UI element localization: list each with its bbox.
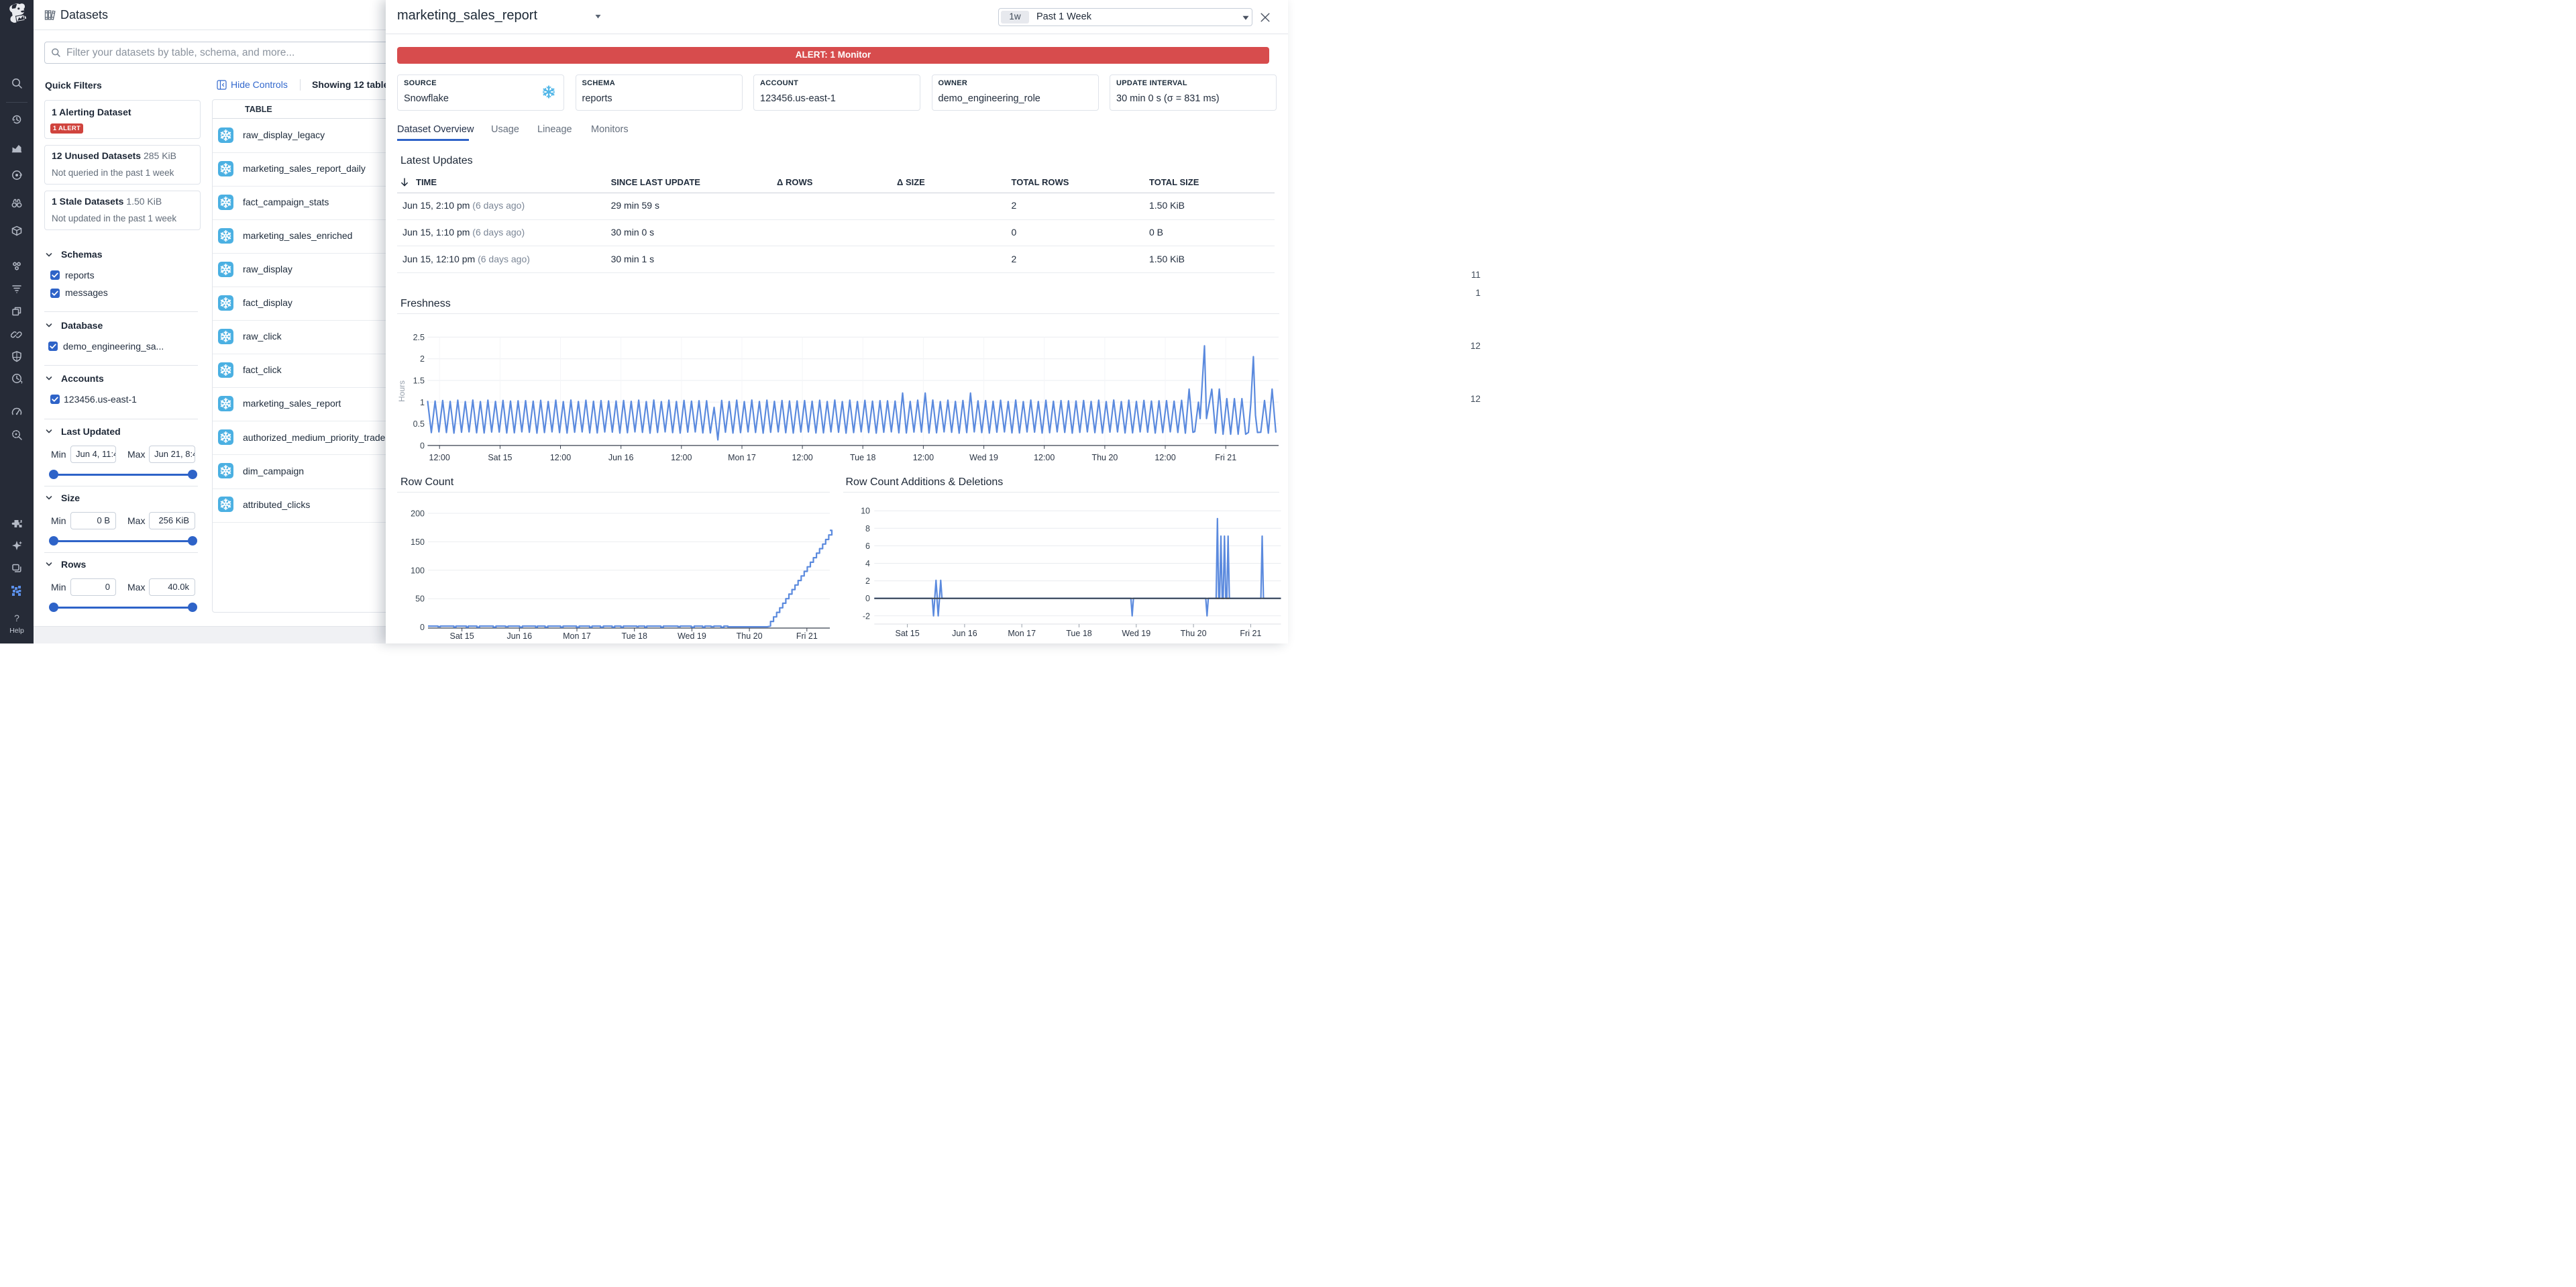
svg-text:Tue 18: Tue 18 (621, 631, 647, 641)
svg-text:Fri 21: Fri 21 (1240, 629, 1261, 638)
svg-text:Thu 20: Thu 20 (1181, 629, 1207, 638)
svg-text:Jun 16: Jun 16 (507, 631, 533, 641)
svg-text:Hours: Hours (397, 380, 407, 402)
svg-text:8: 8 (865, 524, 870, 533)
svg-text:Mon 17: Mon 17 (728, 453, 756, 462)
svg-text:2.5: 2.5 (413, 333, 425, 342)
svg-text:0.5: 0.5 (413, 419, 425, 429)
svg-text:Jun 16: Jun 16 (952, 629, 977, 638)
svg-text:Tue 18: Tue 18 (1066, 629, 1092, 638)
svg-text:?: ? (14, 613, 19, 623)
svg-text:100: 100 (411, 566, 425, 575)
svg-text:150: 150 (411, 537, 425, 547)
svg-text:12:00: 12:00 (1155, 453, 1175, 462)
svg-text:Thu 20: Thu 20 (737, 631, 763, 641)
svg-text:0: 0 (420, 441, 425, 450)
svg-text:12:00: 12:00 (550, 453, 571, 462)
svg-text:Thu 20: Thu 20 (1091, 453, 1118, 462)
svg-text:12:00: 12:00 (913, 453, 934, 462)
svg-text:-2: -2 (863, 611, 870, 621)
svg-text:6: 6 (865, 542, 870, 551)
svg-text:2: 2 (865, 576, 870, 586)
svg-text:Fri 21: Fri 21 (796, 631, 818, 641)
svg-text:0: 0 (865, 594, 870, 603)
svg-text:Mon 17: Mon 17 (563, 631, 591, 641)
svg-text:Tue 18: Tue 18 (850, 453, 876, 462)
svg-text:0: 0 (420, 623, 425, 632)
svg-text:4: 4 (865, 559, 870, 568)
svg-text:12:00: 12:00 (671, 453, 692, 462)
svg-text:10: 10 (861, 507, 870, 516)
svg-text:Jun 16: Jun 16 (608, 453, 634, 462)
svg-text:12:00: 12:00 (792, 453, 812, 462)
svg-text:Wed 19: Wed 19 (678, 631, 706, 641)
svg-text:Fri 21: Fri 21 (1215, 453, 1236, 462)
svg-text:Wed 19: Wed 19 (969, 453, 998, 462)
svg-text:Sat 15: Sat 15 (896, 629, 920, 638)
svg-text:1: 1 (420, 398, 425, 407)
svg-text:Sat 15: Sat 15 (488, 453, 512, 462)
svg-text:Mon 17: Mon 17 (1008, 629, 1036, 638)
svg-text:50: 50 (415, 595, 425, 604)
svg-text:Sat 15: Sat 15 (450, 631, 474, 641)
svg-text:200: 200 (411, 509, 425, 519)
svg-text:1.5: 1.5 (413, 376, 425, 386)
svg-text:12:00: 12:00 (1034, 453, 1055, 462)
svg-text:12:00: 12:00 (429, 453, 450, 462)
svg-text:2: 2 (420, 354, 425, 364)
svg-text:Wed 19: Wed 19 (1122, 629, 1150, 638)
